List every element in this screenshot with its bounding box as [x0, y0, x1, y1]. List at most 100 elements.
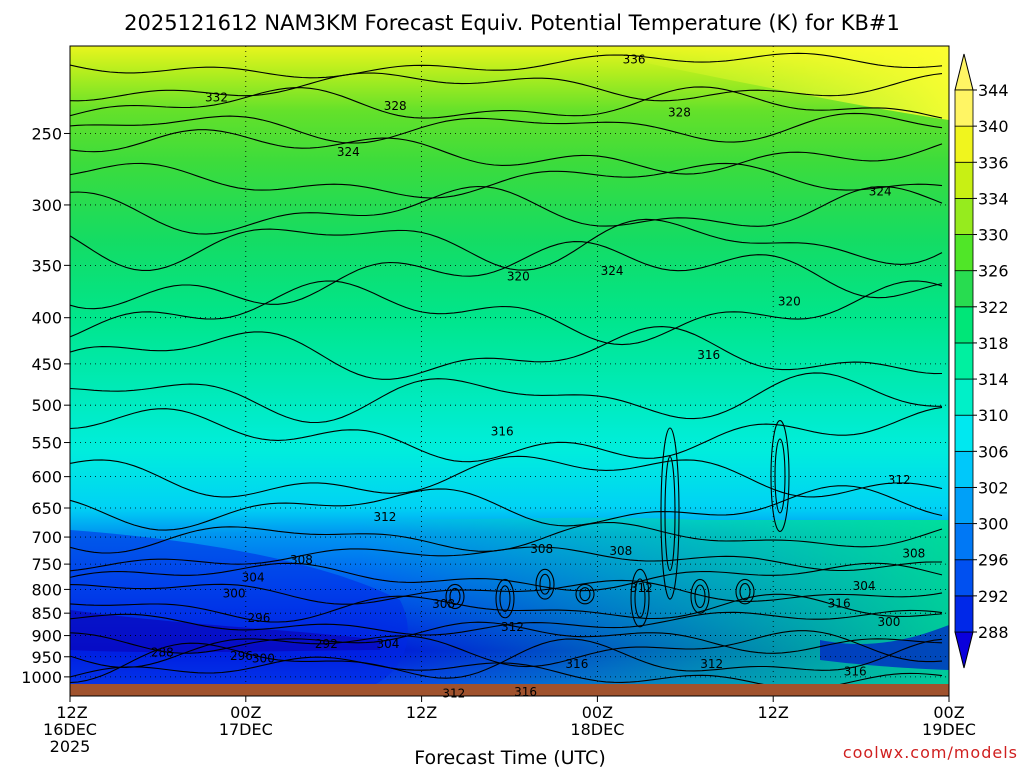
colorbar-swatch: [954, 487, 974, 525]
contour-label: 308: [609, 544, 632, 558]
contour-label: 304: [242, 570, 265, 584]
y-tick-label: 700: [31, 528, 62, 547]
y-tick-label: 250: [31, 124, 62, 143]
colorbar-label: 288: [978, 623, 1009, 642]
colorbar-label: 326: [978, 262, 1009, 281]
contour-line: [70, 372, 943, 424]
y-tick-label: 600: [31, 468, 62, 487]
contour-cell: [739, 582, 751, 601]
contour-label: 316: [514, 685, 537, 699]
contour-cell: [499, 585, 511, 612]
contour-line: [70, 485, 943, 531]
contour-label: 308: [530, 542, 553, 556]
contour-line: [70, 326, 943, 380]
colorbar-swatch: [954, 523, 974, 561]
contour-cell: [690, 578, 710, 614]
contour-line: [70, 52, 943, 79]
y-tick-label: 450: [31, 355, 62, 374]
contour-line: [70, 406, 943, 463]
contour-label: 324: [337, 145, 360, 159]
contour-label: 296: [230, 649, 253, 663]
contour-label: 300: [223, 586, 246, 600]
contour-cell: [539, 573, 551, 595]
colorbar-label: 292: [978, 587, 1009, 606]
colorbar-swatch: [954, 197, 974, 235]
colorbar-label: 310: [978, 406, 1009, 425]
x-tick-label: 16DEC: [43, 720, 97, 739]
colorbar-swatch: [954, 559, 974, 597]
site-credit: coolwx.com/models: [843, 743, 1018, 762]
contour-cell: [694, 584, 706, 609]
colorbar-swatch: [954, 414, 974, 452]
colorbar-swatch: [954, 125, 974, 163]
contour-label: 312: [374, 510, 397, 524]
contour-label: 320: [778, 295, 801, 309]
colorbar-swatch: [954, 270, 974, 308]
y-tick-label: 500: [31, 396, 62, 415]
contour-label: 312: [501, 620, 524, 634]
contour-line: [70, 241, 943, 310]
contour-cell: [774, 438, 786, 514]
y-tick-label: 550: [31, 434, 62, 453]
x-tick-label: 12Z: [406, 703, 437, 722]
colorbar-label: 300: [978, 515, 1009, 534]
warm-sector-fill: [360, 517, 949, 690]
contour-label: 312: [700, 657, 723, 671]
y-tick-label: 300: [31, 196, 62, 215]
contour-line: [70, 129, 943, 175]
colorbar-label: 314: [978, 370, 1009, 389]
contour-label: 316: [697, 348, 720, 362]
colorbar-swatch: [954, 89, 974, 127]
colorbar: 288 292 296 300 302 306 310 314 318 322 326 330 334 3…: [954, 53, 1009, 669]
colorbar-swatch: [954, 450, 974, 488]
colorbar-label: 334: [978, 189, 1009, 208]
contour-line: [70, 112, 943, 144]
ground-strip: [70, 684, 949, 696]
contour-label: 308: [902, 547, 925, 561]
y-tick-label: 400: [31, 309, 62, 328]
contour-label: 308: [432, 597, 455, 611]
contour-label: 324: [601, 264, 624, 278]
contour-line: [70, 86, 943, 119]
plot-frame: [69, 45, 950, 697]
contour-label: 304: [376, 637, 399, 651]
contour-cell: [770, 419, 790, 532]
contour-label: 312: [630, 581, 653, 595]
y-tick-label: 650: [31, 499, 62, 518]
contour-cell: [449, 587, 461, 606]
contour-cell: [575, 583, 595, 605]
y-tick-label: 950: [31, 648, 62, 667]
contour-labels: 336 332 328 328 324 324 324 320 320 316 316 312 312 3…: [151, 52, 925, 700]
x-tick-label: 2025: [50, 737, 91, 756]
contour-label: 316: [491, 425, 514, 439]
contour-line: [70, 162, 943, 199]
contour-label: 316: [828, 596, 851, 610]
colorbar-label: 306: [978, 442, 1009, 461]
contour-label: 336: [623, 52, 646, 66]
contour-cell: [445, 583, 465, 610]
contour-cell: [634, 578, 646, 618]
colorbar-label: 318: [978, 334, 1009, 353]
y-tick-label: 350: [31, 256, 62, 275]
contour-line: [70, 546, 942, 572]
chart-title: 2025121612 NAM3KM Forecast Equiv. Potent…: [124, 11, 900, 35]
x-tick-label: 00Z: [933, 703, 964, 722]
colorbar-swatch: [954, 595, 974, 633]
contour-cell: [495, 578, 515, 619]
contour-cell: [664, 455, 676, 572]
contour-label: 316: [565, 657, 588, 671]
colorbar-label: 322: [978, 298, 1009, 317]
x-tick-label: 00Z: [230, 703, 261, 722]
x-tick-label: 12Z: [758, 703, 789, 722]
colorbar-label: 336: [978, 153, 1009, 172]
contour-lines: [70, 52, 943, 690]
contour-line: [70, 638, 943, 684]
contour-label: 316: [844, 665, 867, 679]
contour-label: 304: [853, 579, 876, 593]
coldest-band-fill: [70, 610, 380, 653]
y-tick-label: 750: [31, 555, 62, 574]
colorbar-swatch: [954, 342, 974, 380]
upper-warm-fill: [600, 46, 949, 120]
